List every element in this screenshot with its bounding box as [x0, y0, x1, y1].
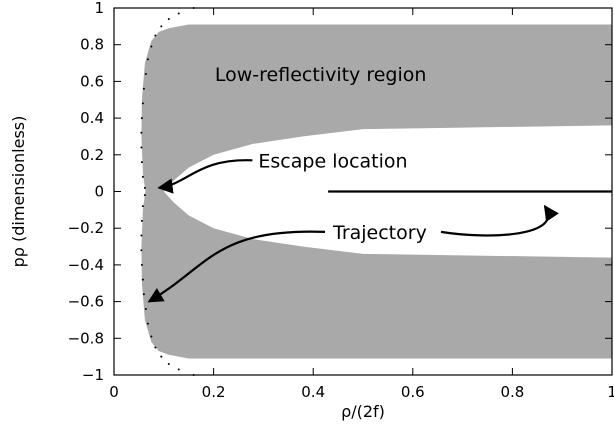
- y-tick-label: 0: [94, 183, 104, 201]
- x-axis-label: ρ/(2f): [341, 402, 385, 421]
- boundary-dot: [142, 87, 145, 90]
- y-tick-label: 0.8: [80, 36, 104, 54]
- boundary-dot: [141, 102, 144, 105]
- boundary-dot: [150, 45, 153, 48]
- x-tick-label: 0.6: [401, 383, 425, 401]
- y-tick-label: 0.6: [80, 72, 104, 90]
- boundary-dot: [141, 278, 144, 281]
- boundary-dot: [140, 249, 143, 252]
- y-tick-label: 0.4: [80, 109, 104, 127]
- boundary-dot: [160, 25, 163, 28]
- y-tick-label: −0.2: [68, 219, 104, 237]
- boundary-dot: [140, 146, 143, 149]
- trajectory-end-arrow: [440, 204, 559, 237]
- boundary-dot: [142, 293, 145, 296]
- boundary-dot: [144, 73, 147, 76]
- boundary-dot: [177, 12, 180, 15]
- y-tick-label: 0.2: [80, 146, 104, 164]
- boundary-dot: [140, 234, 143, 237]
- y-tick-label: −1: [82, 366, 104, 384]
- lower-band-region: [141, 191, 612, 359]
- boundary-dot: [143, 186, 146, 189]
- boundary-dot: [141, 205, 144, 208]
- boundary-dot: [140, 263, 143, 266]
- boundary-dot: [167, 362, 170, 365]
- boundary-dot: [154, 34, 157, 37]
- boundary-dot: [143, 194, 146, 197]
- x-tick-label: 0: [109, 383, 119, 401]
- boundary-dot: [150, 335, 153, 338]
- low-reflectivity-annotation: Low-reflectivity region: [215, 64, 427, 86]
- trajectory-annotation: Trajectory: [332, 222, 427, 244]
- x-tick-label: 1: [607, 383, 614, 401]
- x-tick-label: 0.8: [500, 383, 524, 401]
- boundary-dot: [146, 322, 149, 325]
- y-tick-label: −0.8: [68, 329, 104, 347]
- boundary-dot: [144, 307, 147, 310]
- boundary-dot: [140, 117, 143, 120]
- escape-annotation: Escape location: [258, 150, 407, 172]
- boundary-dot: [141, 175, 144, 178]
- boundary-dot: [177, 368, 180, 371]
- boundary-dot: [154, 346, 157, 349]
- upper-band-region: [141, 24, 612, 192]
- y-tick-label: −0.4: [68, 256, 104, 274]
- trajectory-arrow: [147, 230, 326, 303]
- y-tick-label: 1: [94, 0, 104, 17]
- x-tick-label: 0.4: [301, 383, 325, 401]
- boundary-dot: [160, 355, 163, 358]
- x-tick-label: 0.2: [202, 383, 226, 401]
- boundary-dot: [167, 18, 170, 21]
- boundary-dot: [140, 161, 143, 164]
- boundary-dot: [146, 58, 149, 61]
- y-tick-label: −0.6: [68, 293, 104, 311]
- boundary-dot: [140, 219, 143, 222]
- boundary-dot: [140, 131, 143, 134]
- escape-arrow: [157, 159, 253, 194]
- y-axis-label: pρ (dimensionless): [9, 116, 28, 268]
